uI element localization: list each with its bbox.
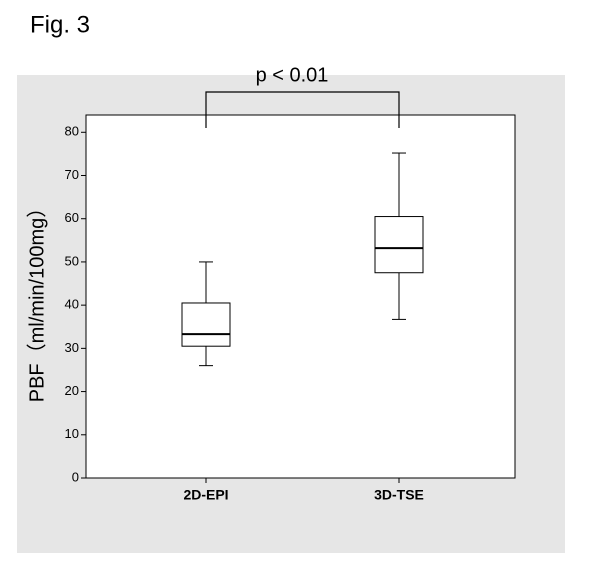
y-tick-label: 10 xyxy=(65,426,79,441)
y-tick-label: 60 xyxy=(65,210,79,225)
figure-label: Fig. 3 xyxy=(30,11,90,38)
annotation: p < 0.01 xyxy=(256,64,329,86)
y-tick-label: 30 xyxy=(65,340,79,355)
y-tick-label: 20 xyxy=(65,383,79,398)
x-tick-label: 3D-TSE xyxy=(374,487,424,503)
box xyxy=(374,216,424,274)
y-tick-label: 80 xyxy=(65,124,79,139)
y-tick-label: 70 xyxy=(65,167,79,182)
plot-area xyxy=(85,114,516,479)
y-axis-label: PBF（ml/min/100mg） xyxy=(25,198,48,403)
box xyxy=(181,302,231,347)
significance-bracket xyxy=(205,91,400,128)
y-tick-label: 0 xyxy=(72,469,79,484)
y-tick-label: 50 xyxy=(65,253,79,268)
x-tick-label: 2D-EPI xyxy=(183,487,228,503)
y-tick-label: 40 xyxy=(65,297,79,312)
